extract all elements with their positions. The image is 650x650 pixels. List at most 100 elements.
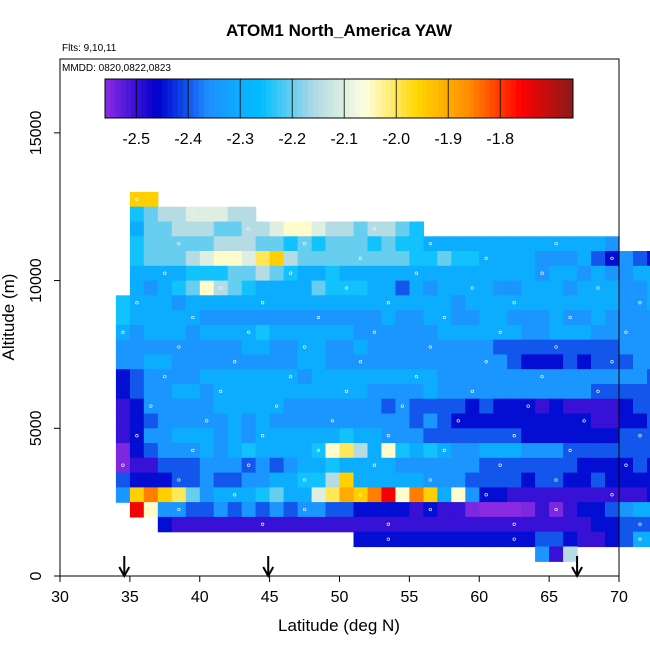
heatmap-cell: [535, 531, 550, 548]
heatmap-cell: [241, 457, 257, 474]
heatmap-cell: [563, 236, 578, 252]
heatmap-cell: [297, 398, 313, 415]
heatmap-cell: [353, 324, 369, 341]
sample-marker: [260, 522, 265, 526]
heatmap-cell: [465, 516, 480, 533]
colorbar-segment: [370, 79, 376, 118]
heatmap-cell: [535, 443, 550, 459]
heatmap-cell: [241, 487, 257, 503]
heatmap-cell: [633, 265, 648, 282]
heatmap-cell: [353, 472, 369, 488]
heatmap-cell: [269, 221, 285, 237]
heatmap-cell: [157, 295, 173, 311]
heatmap-cell: [339, 457, 355, 474]
heatmap-cell: [549, 516, 564, 533]
heatmap-cell: [269, 265, 285, 282]
heatmap-cell: [577, 443, 592, 459]
sample-marker: [288, 271, 293, 275]
heatmap-cell: [395, 443, 410, 459]
heatmap-cell: [255, 265, 271, 282]
sample-marker: [470, 286, 474, 290]
heatmap-cell: [395, 516, 410, 533]
heatmap-cell: [591, 384, 606, 400]
heatmap-cell: [577, 516, 592, 533]
sample-marker: [554, 478, 558, 482]
heatmap-cell: [521, 339, 536, 356]
heatmap-cell: [171, 236, 187, 252]
heatmap-cell: [311, 516, 327, 533]
heatmap-cell: [213, 384, 229, 400]
heatmap-cell: [129, 413, 145, 429]
heatmap-cell: [535, 457, 550, 474]
heatmap-cell: [521, 502, 536, 518]
heatmap-cell: [549, 280, 564, 296]
sample-marker: [302, 507, 307, 512]
heatmap-cell: [367, 295, 383, 311]
heatmap-cell: [535, 398, 550, 415]
profile-markers: [118, 556, 583, 579]
heatmap-cell: [549, 428, 564, 444]
colorbar-segment: [443, 79, 449, 118]
heatmap-cell: [647, 516, 650, 533]
heatmap-cell: [521, 443, 536, 459]
heatmap-cell: [199, 206, 215, 223]
heatmap-cell: [157, 251, 173, 267]
colorbar-segment: [437, 79, 444, 118]
heatmap-cell: [255, 428, 271, 444]
heatmap-cell: [437, 324, 452, 341]
heatmap-cell: [633, 472, 648, 488]
heatmap-cell: [129, 502, 145, 518]
heatmap-cell: [129, 295, 145, 311]
heatmap-cell: [157, 413, 173, 429]
colorbar-segment: [552, 79, 558, 118]
heatmap-cell: [353, 398, 369, 415]
heatmap-cell: [479, 280, 494, 296]
colorbar-segment: [245, 79, 252, 118]
heatmap-cell: [493, 354, 508, 370]
colorbar-segment: [281, 79, 288, 118]
heatmap-cell: [563, 413, 578, 429]
x-tick-label: 50: [331, 589, 349, 606]
heatmap-cell: [213, 221, 229, 237]
heatmap-cell: [283, 221, 299, 237]
heatmap-cell: [353, 487, 369, 503]
heatmap-cell: [549, 339, 564, 356]
heatmap-cell: [409, 384, 424, 400]
heatmap-cell: [395, 295, 410, 311]
heatmap-cell: [367, 443, 383, 459]
heatmap-cell: [339, 251, 355, 267]
heatmap-cell: [591, 487, 606, 503]
sample-marker: [498, 330, 502, 334]
sample-marker: [330, 419, 335, 423]
heatmap-cell: [185, 251, 201, 267]
heatmap-cell: [605, 265, 620, 282]
heatmap-cell: [129, 324, 145, 341]
heatmap-cell: [241, 369, 257, 385]
heatmap-cell: [591, 236, 606, 252]
heatmap-cell: [563, 531, 578, 548]
heatmap-cell: [185, 369, 201, 385]
heatmap-cell: [395, 502, 410, 518]
heatmap-cell: [423, 398, 438, 415]
heatmap-cell: [633, 428, 648, 444]
heatmap-cell: [199, 487, 215, 503]
heatmap-cell: [143, 413, 159, 429]
flights-annotation: Flts: 9,10,11: [62, 43, 117, 54]
heatmap-cell: [381, 384, 396, 400]
heatmap-cell: [619, 413, 634, 429]
heatmap-cell: [521, 398, 536, 415]
heatmap-cell: [633, 280, 648, 296]
heatmap-cell: [563, 487, 578, 503]
heatmap-cell: [269, 339, 285, 356]
heatmap-cell: [381, 236, 396, 252]
heatmap-cell: [283, 280, 299, 296]
heatmap-cell: [157, 339, 173, 356]
heatmap-cell: [283, 310, 299, 326]
sample-marker: [484, 256, 488, 261]
heatmap-cell: [591, 251, 606, 267]
heatmap-cell: [493, 280, 508, 296]
colorbar-segment: [531, 79, 538, 118]
heatmap-cell: [185, 502, 201, 518]
heatmap-cell: [633, 398, 648, 415]
